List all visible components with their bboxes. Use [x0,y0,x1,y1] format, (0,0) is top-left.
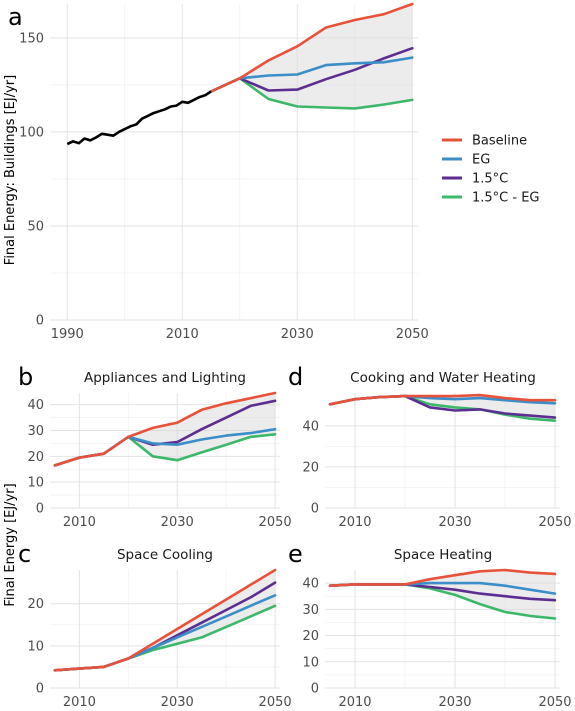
panel-title: Cooking and Water Heating [350,370,536,386]
y-tick-label: 20 [302,460,319,475]
historical-line [66,90,212,146]
y-tick-label: 50 [27,219,44,234]
y-tick-label: 0 [36,502,44,517]
series-line-baseline [53,391,277,467]
panel-title: Appliances and Lighting [84,370,246,386]
series-line-baseline [328,393,557,406]
panel-label: d [288,363,303,391]
series-line-baseline [209,2,414,93]
series-line-eg [209,56,414,93]
y-tick-label: 10 [302,655,319,670]
panel-title: Space Heating [394,547,492,563]
legend-label: EG [472,153,490,168]
panel-title: Space Cooling [117,547,213,563]
legend: Baseline EG 1.5°C 1.5°C - EG [442,134,540,206]
x-tick-label: 2050 [538,695,571,710]
y-tick-label: 0 [311,682,319,697]
x-tick-label: 2050 [259,695,292,710]
y-tick-label: 20 [27,450,44,465]
y-tick-label: 30 [302,603,319,618]
y-tick-label: 40 [302,419,319,434]
x-tick-label: 2010 [338,515,371,530]
panel-label: c [18,540,31,568]
x-tick-label: 2030 [281,327,314,342]
x-tick-label: 2030 [161,515,194,530]
y-tick-label: 30 [27,424,44,439]
scenario-range-band [239,4,413,109]
y-tick-label: 10 [27,476,44,491]
x-tick-label: 2010 [338,695,371,710]
panel-label: a [8,3,23,31]
legend-label: 1.5°C - EG [472,191,540,206]
scenario-range-band [128,570,276,659]
y-tick-label: 150 [19,31,44,46]
x-tick-label: 2010 [63,515,96,530]
y-axis-label-bottom: Final Energy [EJ/yr] [3,483,18,606]
y-tick-label: 0 [311,502,319,517]
x-tick-label: 2030 [438,695,471,710]
panel-label: e [288,540,303,568]
y-tick-label: 40 [302,577,319,592]
y-tick-label: 10 [27,639,44,654]
legend-label: 1.5°C [472,172,508,187]
y-tick-label: 20 [302,629,319,644]
x-tick-label: 2050 [259,515,292,530]
x-tick-label: 2050 [538,515,571,530]
legend-label: Baseline [472,134,527,149]
x-tick-label: 1990 [51,327,84,342]
x-tick-label: 2050 [396,327,429,342]
x-tick-label: 2030 [161,695,194,710]
y-tick-label: 100 [19,125,44,140]
series-line-1-5-c [209,46,414,93]
x-tick-label: 2010 [63,695,96,710]
panel-c: 2010 2030 2050 0 10 20 Space Cooling c [18,540,292,710]
panel-label: b [18,363,33,391]
x-tick-label: 2010 [166,327,199,342]
series-line-1-5-c-eg [209,77,414,110]
x-tick-label: 2030 [438,515,471,530]
y-tick-label: 40 [27,398,44,413]
y-tick-label: 0 [36,314,44,329]
y-tick-label: 20 [27,597,44,612]
y-tick-label: 0 [36,682,44,697]
panel-d: 2010 2030 2050 0 20 40 Cooking and Water Heati… [288,363,572,530]
y-axis-label-top: Final Energy: Buildings [EJ/yr] [3,75,18,265]
series-line-baseline [53,568,277,672]
series-line-baseline [328,568,557,587]
